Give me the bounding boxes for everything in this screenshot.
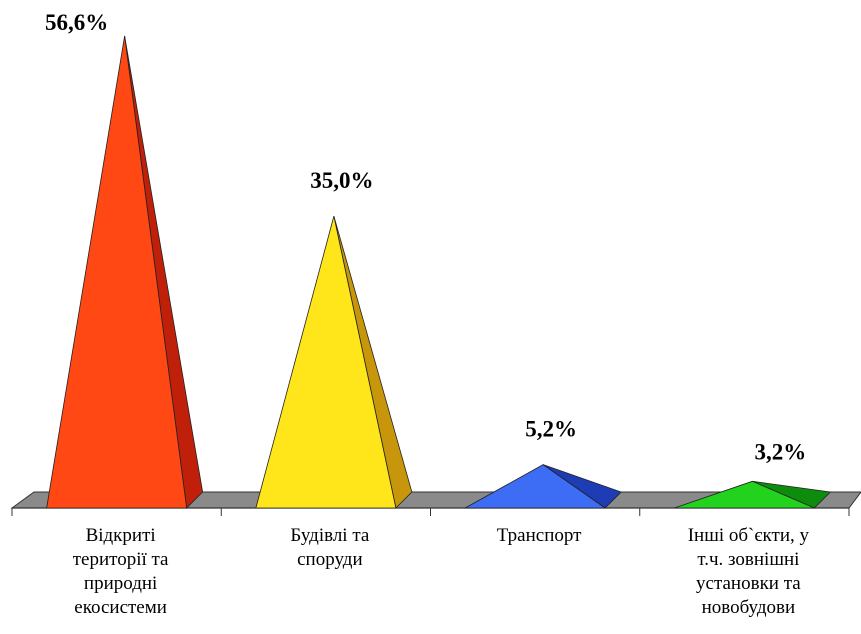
- category-label-line: споруди: [297, 549, 363, 570]
- value-label: 5,2%: [525, 417, 577, 442]
- category-label-line: Будівлі та: [290, 525, 370, 546]
- category-label-line: території та: [72, 549, 169, 570]
- pyramid-bar: [674, 480, 832, 509]
- category-label-line: установки та: [696, 573, 801, 594]
- category-label-line: т.ч. зовнішні: [697, 549, 800, 570]
- category-label: Інші об`єкти, у т.ч. зовнішні установки та…: [653, 524, 843, 620]
- category-label-line: Інші об`єкти, у: [687, 525, 809, 546]
- value-labels: 56,6% 35,0% 5,2% 3,2%: [45, 10, 806, 464]
- category-label: Будівлі та споруди: [235, 524, 425, 572]
- category-label-line: екосистеми: [74, 597, 167, 618]
- category-label: Відкриті території та природні екосистеми: [26, 524, 216, 620]
- pyramid-front-face: [463, 464, 607, 509]
- value-label: 56,6%: [45, 10, 108, 35]
- category-label-line: новобудови: [701, 597, 796, 618]
- category-ticks: [11, 508, 850, 516]
- value-label: 35,0%: [310, 168, 373, 193]
- pyramid-front-face: [674, 480, 815, 509]
- category-label-line: Транспорт: [496, 525, 582, 546]
- pyramid-bar: [255, 216, 413, 509]
- category-label-line: Відкриті: [85, 525, 156, 546]
- chart-marks: [46, 35, 832, 509]
- pyramid-front-face: [255, 216, 397, 509]
- category-label-line: природні: [83, 573, 158, 594]
- category-label: Транспорт: [444, 524, 634, 548]
- pyramid-front-face: [46, 35, 188, 509]
- pyramid-bar: [463, 464, 622, 509]
- pyramid-bar: [46, 35, 204, 509]
- value-label: 3,2%: [755, 439, 807, 464]
